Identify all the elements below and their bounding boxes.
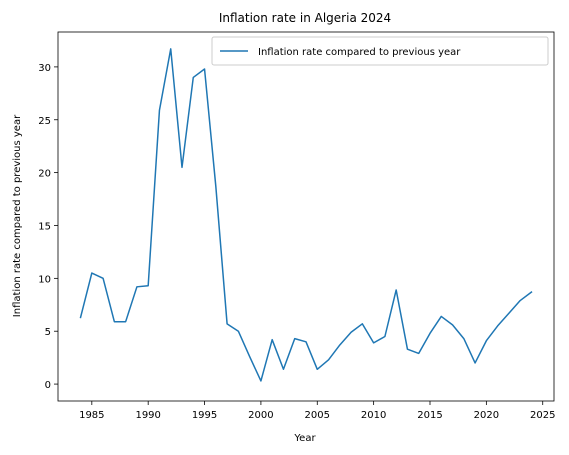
x-tick-label: 2010 — [361, 410, 386, 421]
x-tick-label: 2015 — [417, 410, 442, 421]
x-tick-label: 2000 — [248, 410, 273, 421]
legend: Inflation rate compared to previous year — [211, 36, 549, 66]
x-tick-label: 2005 — [305, 410, 330, 421]
chart-title: Inflation rate in Algeria 2024 — [219, 11, 391, 25]
y-axis-label: Inflation rate compared to previous year — [12, 114, 23, 317]
y-tick-label: 0 — [45, 380, 51, 391]
y-tick-label: 25 — [38, 116, 51, 127]
y-tick-label: 15 — [38, 221, 51, 232]
x-axis-ticks: 1985 1990 1995 2000 2005 2010 2015 2020 2025 — [79, 401, 555, 421]
y-tick-label: 10 — [38, 274, 51, 285]
series-layer — [79, 48, 533, 382]
legend-label: Inflation rate compared to previous year — [258, 47, 461, 58]
series-line — [79, 48, 533, 382]
x-tick-label: 1985 — [79, 410, 104, 421]
x-tick-label: 2025 — [530, 410, 555, 421]
x-tick-label: 2020 — [474, 410, 499, 421]
x-axis-label: Year — [293, 433, 316, 444]
y-axis-ticks: 0 5 10 15 20 25 30 — [38, 63, 58, 391]
x-tick-label: 1990 — [135, 410, 160, 421]
x-tick-label: 1995 — [192, 410, 217, 421]
plot-area — [58, 32, 554, 401]
legend-box — [211, 36, 549, 66]
y-tick-label: 5 — [45, 327, 51, 338]
plot-frame — [57, 31, 555, 402]
y-tick-label: 30 — [38, 63, 51, 74]
y-tick-label: 20 — [38, 169, 51, 180]
